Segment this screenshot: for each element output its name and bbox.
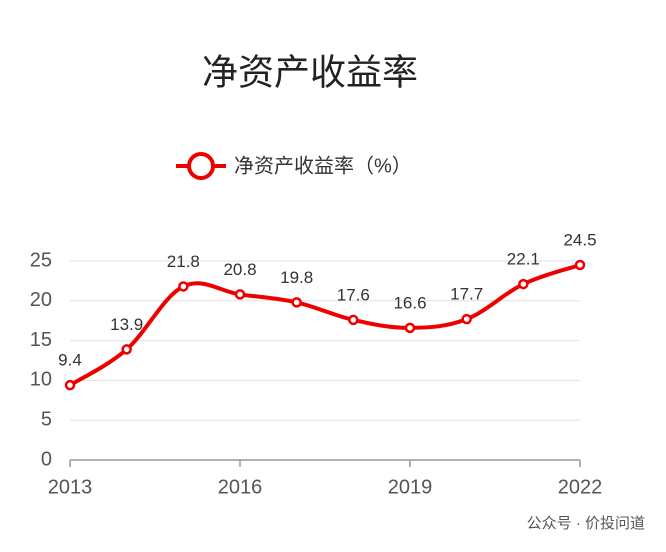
x-tick-label: 2022 bbox=[558, 476, 603, 498]
x-tick-label: 2013 bbox=[48, 476, 93, 498]
y-tick-label: 25 bbox=[30, 249, 52, 271]
series-line bbox=[68, 263, 581, 387]
point bbox=[574, 259, 586, 271]
y-tick-label: 15 bbox=[30, 329, 52, 351]
point bbox=[121, 344, 132, 355]
legend-marker bbox=[187, 152, 215, 180]
point bbox=[64, 379, 76, 391]
y-tick-label: 5 bbox=[41, 408, 52, 430]
data-label: 20.8 bbox=[223, 260, 256, 279]
point bbox=[404, 322, 416, 334]
point bbox=[461, 313, 472, 325]
y-tick-label: 0 bbox=[41, 448, 52, 470]
y-tick-label: 20 bbox=[30, 289, 52, 311]
data-label: 16.6 bbox=[393, 293, 426, 312]
data-label: 13.9 bbox=[110, 315, 143, 334]
data-label: 17.7 bbox=[450, 285, 483, 304]
point bbox=[178, 281, 189, 292]
data-label: 9.4 bbox=[58, 351, 82, 370]
data-label: 17.6 bbox=[337, 285, 370, 304]
legend-label: 净资产收益率（%） bbox=[234, 154, 412, 177]
data-label: 21.8 bbox=[167, 252, 200, 271]
x-tick-label: 2016 bbox=[218, 476, 263, 498]
y-tick-label: 10 bbox=[30, 369, 52, 391]
x-tick-label: 2019 bbox=[388, 476, 433, 498]
point bbox=[348, 314, 359, 326]
point bbox=[234, 289, 246, 300]
point bbox=[291, 297, 302, 308]
watermark: 公众号 · 价投问道 bbox=[527, 515, 645, 532]
chart-title: 净资产收益率 bbox=[202, 52, 418, 93]
point bbox=[518, 278, 529, 290]
data-label: 22.1 bbox=[507, 250, 540, 269]
data-label: 24.5 bbox=[563, 230, 596, 249]
data-label: 19.8 bbox=[280, 268, 313, 287]
